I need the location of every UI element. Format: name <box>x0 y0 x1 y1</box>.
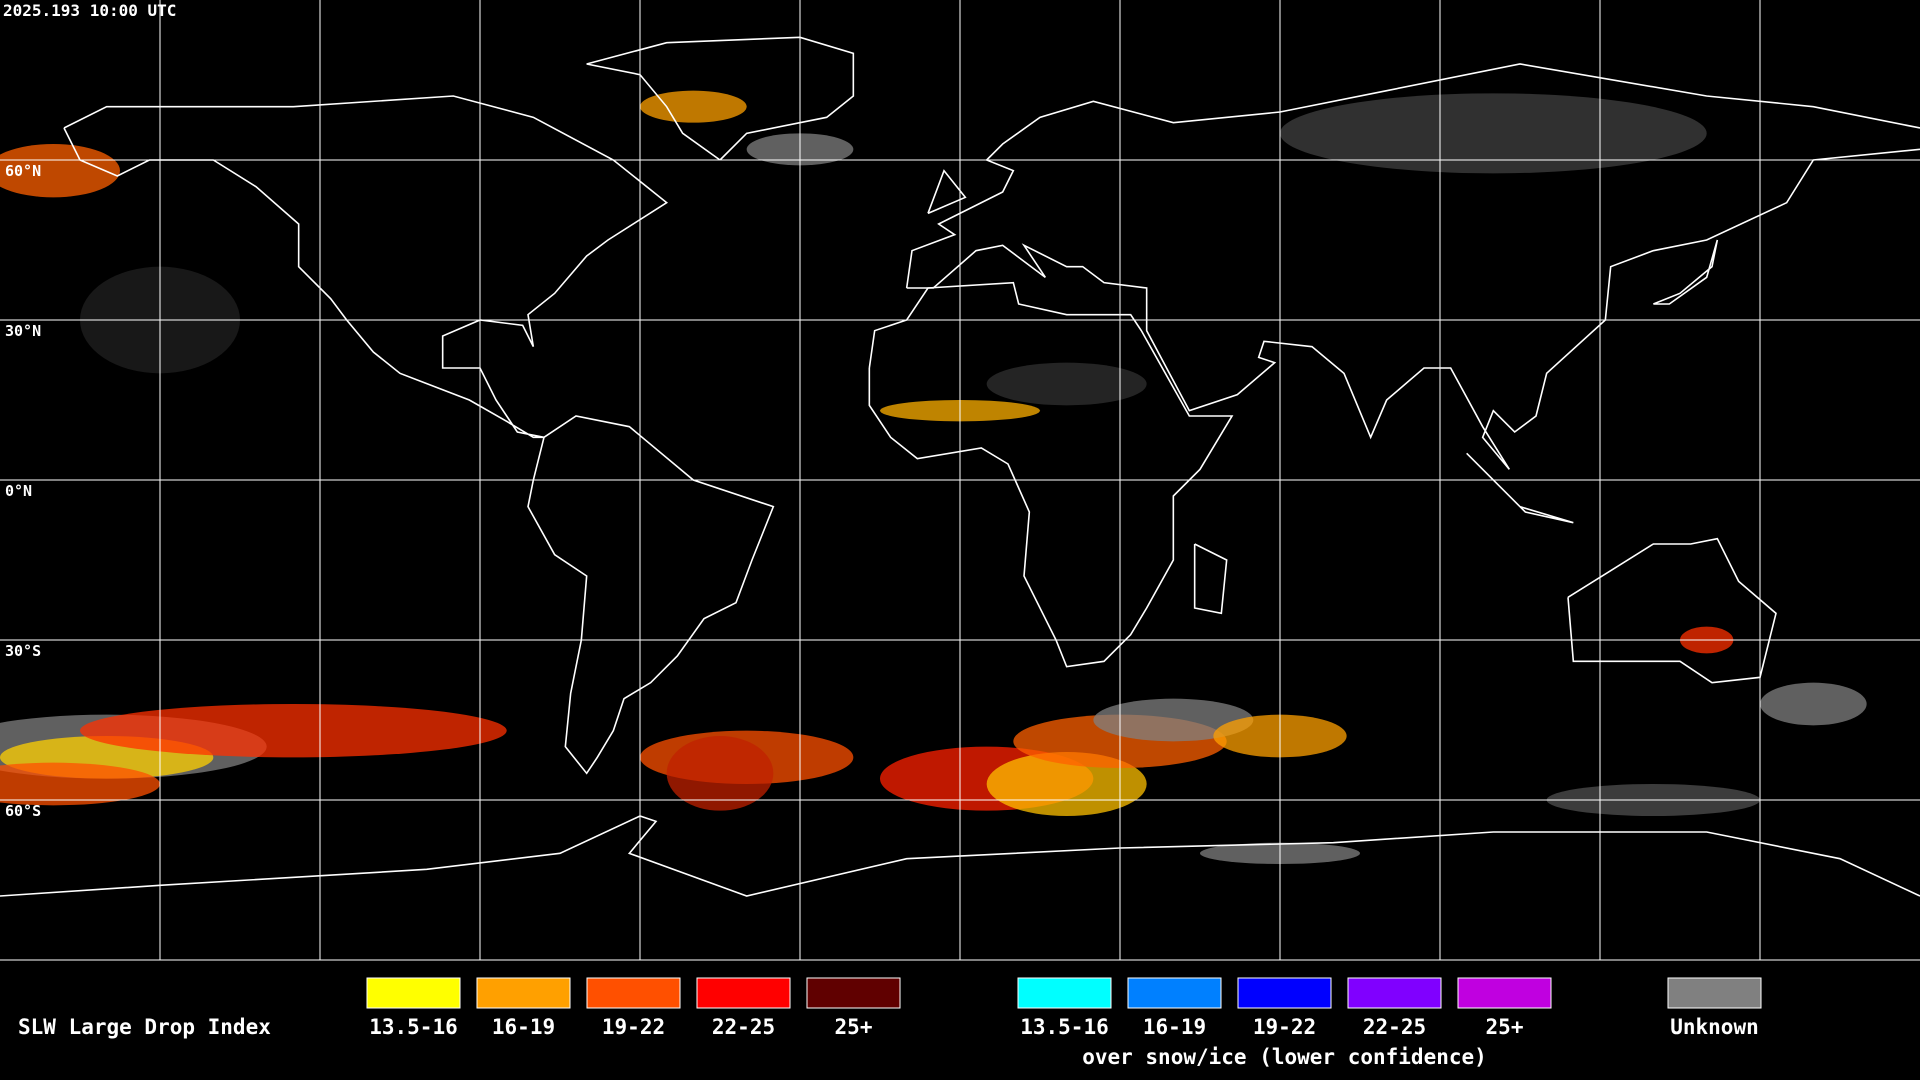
legend-swatch <box>1457 977 1552 1009</box>
coastline <box>586 36 855 161</box>
legend-swatch <box>696 977 791 1009</box>
legend-swatch <box>806 977 901 1009</box>
legend-label: Unknown <box>1670 1015 1759 1039</box>
legend-label: 22-25 <box>712 1015 775 1039</box>
timestamp: 2025.193 10:00 UTC <box>3 1 176 20</box>
legend-label: 13.5-16 <box>369 1015 458 1039</box>
cloud-blob <box>80 704 507 758</box>
legend-swatch <box>1667 977 1762 1009</box>
legend-title: SLW Large Drop Index <box>18 1015 271 1039</box>
legend-caption: over snow/ice (lower confidence) <box>1082 1045 1487 1069</box>
coastline <box>1567 537 1777 684</box>
legend-swatch <box>1017 977 1112 1009</box>
legend-swatch <box>1347 977 1442 1009</box>
legend-swatch <box>1237 977 1332 1009</box>
graticule <box>0 0 1920 960</box>
coastline <box>1653 239 1719 305</box>
legend-label: 19-22 <box>1253 1015 1316 1039</box>
legend-label: 25+ <box>835 1015 873 1039</box>
latitude-label: 30°N <box>5 322 41 340</box>
legend-label: 22-25 <box>1363 1015 1426 1039</box>
cloud-blob <box>986 362 1147 406</box>
cloud-blob <box>0 144 120 198</box>
cloud-blob <box>640 90 747 123</box>
legend: SLW Large Drop Index 13.5-16 16-19 19-22 22-… <box>18 977 1762 1069</box>
latitude-label: 30°S <box>5 642 41 660</box>
legend-swatch <box>1127 977 1222 1009</box>
legend-swatch <box>586 977 681 1009</box>
legend-label: 19-22 <box>602 1015 665 1039</box>
cloud-blob <box>1280 93 1707 174</box>
latitude-label: 60°S <box>5 802 41 820</box>
legend-label: 16-19 <box>492 1015 555 1039</box>
coastlines <box>0 36 1920 897</box>
coastline <box>63 95 669 439</box>
cloud-blob <box>1760 682 1867 726</box>
legend-label: 16-19 <box>1143 1015 1206 1039</box>
legend-swatch <box>366 977 461 1009</box>
legend-label: 13.5-16 <box>1020 1015 1109 1039</box>
legend-swatch <box>476 977 571 1009</box>
coastline <box>1466 452 1574 524</box>
coastline <box>1193 543 1228 615</box>
legend-label: 25+ <box>1486 1015 1524 1039</box>
coastline <box>0 815 1920 897</box>
cloud-blob <box>1093 698 1254 742</box>
coastline <box>927 169 967 215</box>
coastline <box>527 415 775 775</box>
latitude-label: 60°N <box>5 162 41 180</box>
latitude-label: 0°N <box>5 482 32 500</box>
cloud-blob <box>0 762 160 806</box>
cloud-blob <box>666 736 774 811</box>
coastline <box>905 63 1920 289</box>
coastline <box>868 281 1234 668</box>
